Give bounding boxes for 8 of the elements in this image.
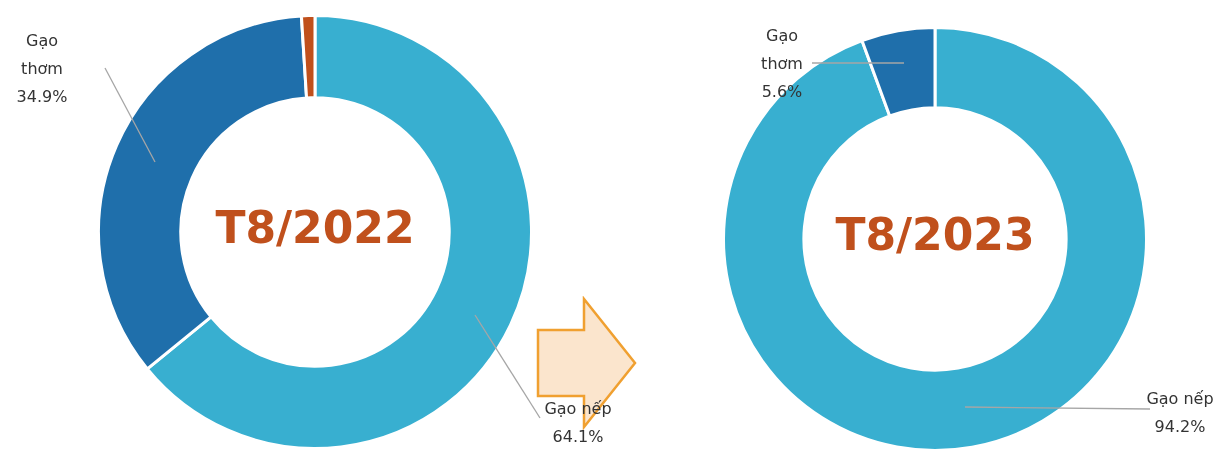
text: T8/2023: [835, 209, 1035, 261]
data-label: 64.1%: [552, 427, 604, 447]
data-label: 94.2%: [1154, 417, 1206, 437]
slice-label: Gạo thơm: [761, 26, 803, 74]
text: T8/2022: [215, 202, 415, 254]
data-label: 34.9%: [16, 87, 68, 107]
slice-label: Gạo thơm: [21, 31, 63, 79]
slice-label: Gạo nếp: [1146, 389, 1214, 409]
